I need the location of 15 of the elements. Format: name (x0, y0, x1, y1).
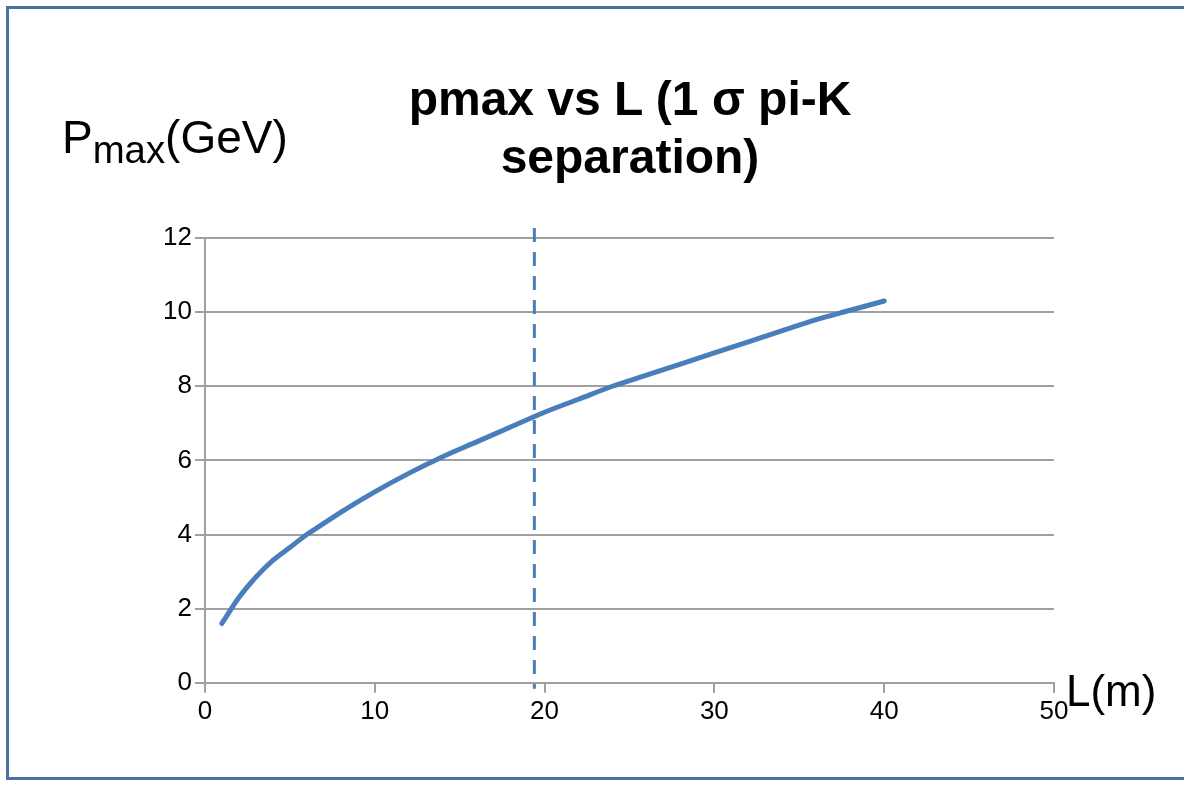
x-tick-label: 10 (360, 694, 390, 725)
y-tick-label: 4 (177, 517, 192, 548)
x-tick-label: 30 (699, 694, 729, 725)
y-tick-label: 6 (177, 443, 192, 474)
x-tick-label: 40 (869, 694, 899, 725)
y-tick-label: 8 (177, 369, 192, 400)
y-tick-label: 10 (163, 295, 192, 326)
y-tick-label: 2 (177, 591, 192, 622)
y-axis-title: P$_{max}$(GeV) (62, 110, 288, 173)
x-tick-label: 50 (1039, 694, 1069, 725)
y-tick-label: 12 (163, 221, 192, 252)
y-tick-label: 0 (177, 665, 192, 696)
x-tick-label: 0 (197, 694, 213, 725)
x-tick-label: 20 (530, 694, 560, 725)
chart-title: pmax vs L (1 σ pi-K separation) (407, 71, 853, 185)
